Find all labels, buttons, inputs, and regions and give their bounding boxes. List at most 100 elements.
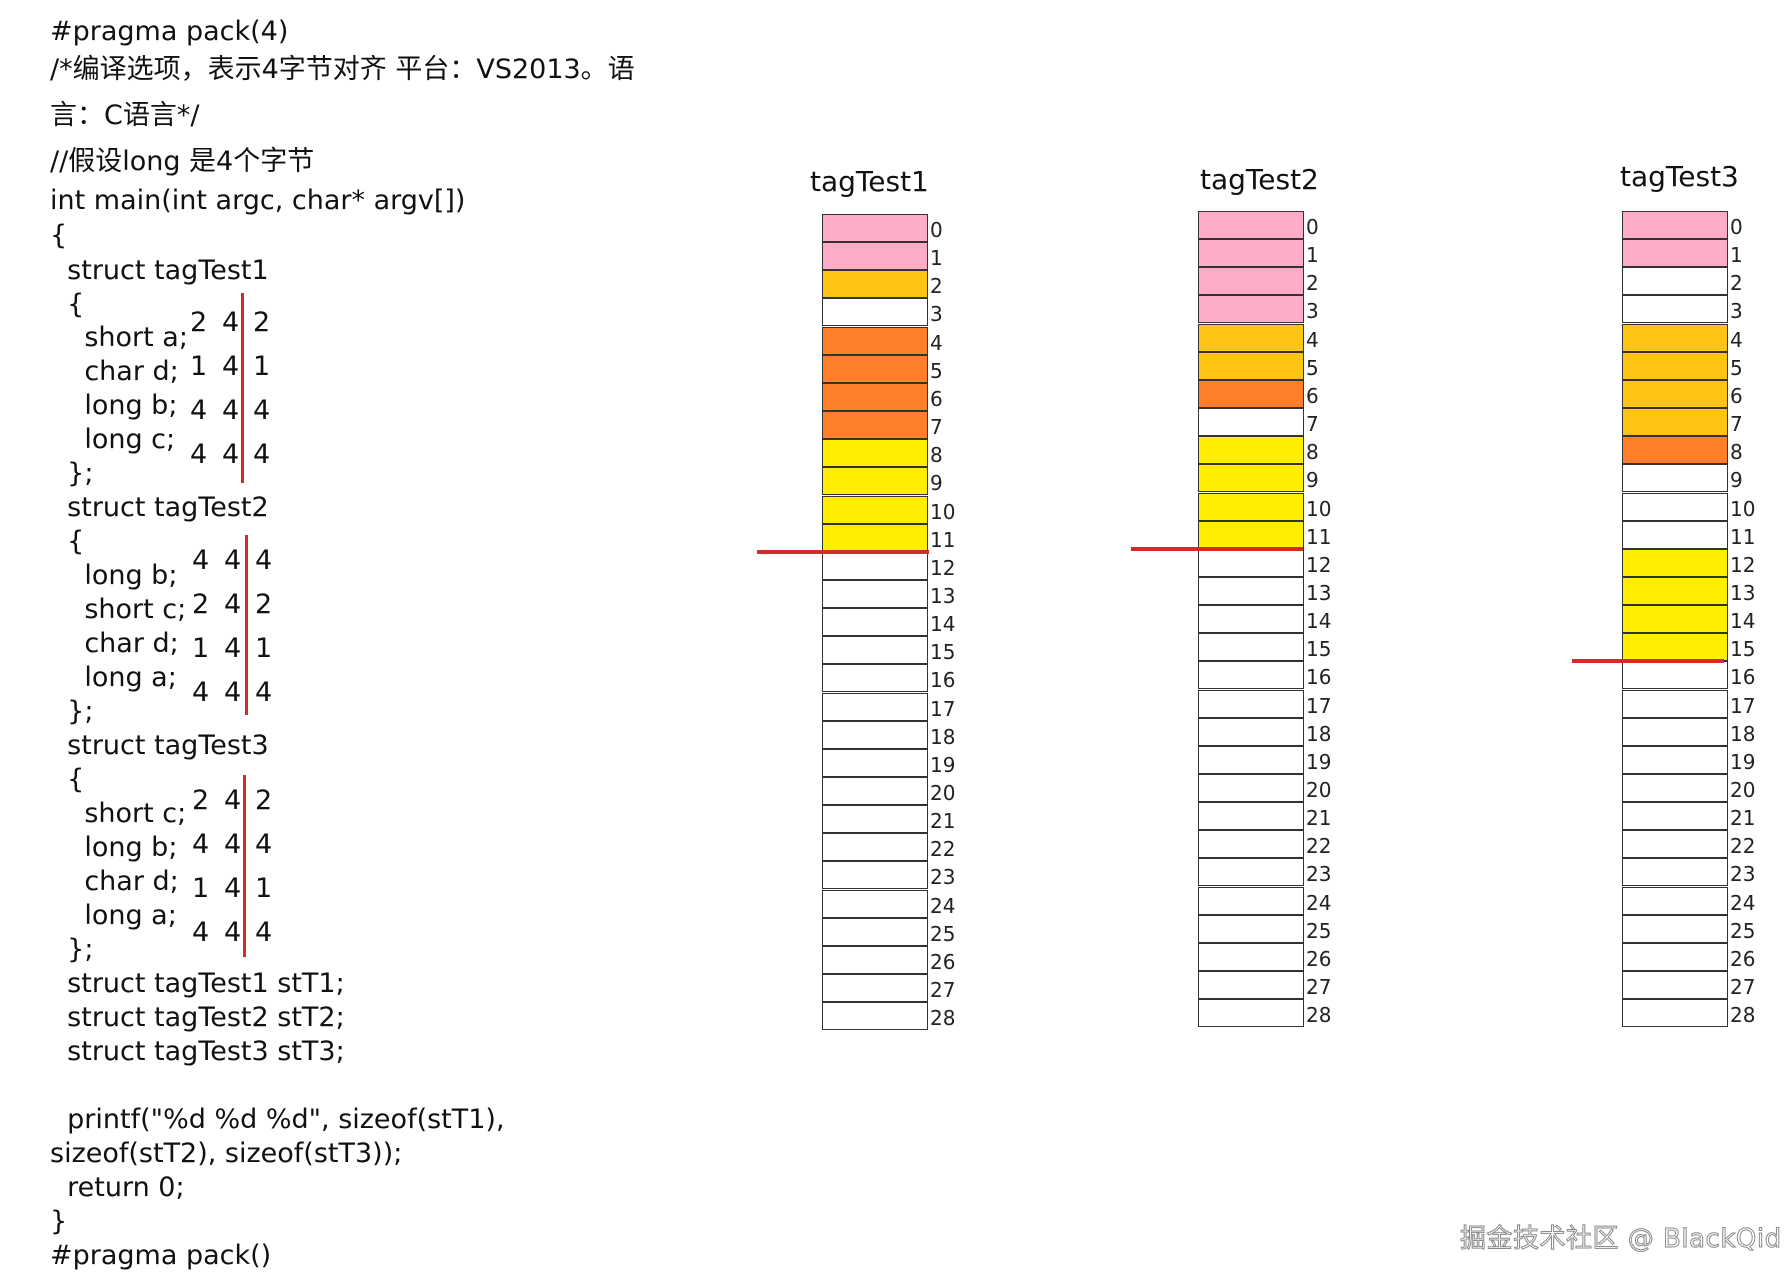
memory-byte-cell (1198, 492, 1304, 521)
size-annotation: 4 (224, 829, 242, 860)
byte-offset-label: 18 (1306, 721, 1332, 746)
memory-byte-cell (822, 214, 928, 242)
memory-byte-cell (822, 636, 928, 665)
memory-byte-cell (822, 579, 928, 608)
memory-byte-cell (1622, 914, 1728, 943)
memory-byte-cell (822, 777, 928, 805)
size-annotation: 2 (190, 307, 208, 338)
memory-byte-cell (1622, 745, 1728, 774)
size-annotation: 1 (255, 633, 273, 664)
memory-byte-cell (822, 608, 928, 637)
byte-offset-label: 16 (1730, 665, 1756, 690)
code-line: long b; (50, 390, 178, 421)
byte-offset-label: 0 (1730, 215, 1743, 239)
size-annotation: 4 (224, 917, 242, 948)
memory-byte-cell (1198, 858, 1304, 887)
byte-offset-label: 16 (1306, 665, 1332, 690)
byte-offset-label: 4 (930, 330, 943, 355)
code-line: 言：C语言*/ (50, 100, 200, 131)
byte-offset-label: 12 (1730, 552, 1756, 577)
size-annotation: 2 (192, 785, 210, 816)
byte-offset-label: 23 (930, 865, 956, 890)
byte-offset-label: 14 (930, 612, 956, 637)
byte-offset-label: 12 (1306, 552, 1332, 577)
byte-offset-label: 3 (930, 302, 943, 327)
memory-byte-cell (822, 861, 928, 890)
byte-offset-label: 19 (930, 752, 956, 777)
byte-offset-label: 10 (1730, 496, 1756, 521)
byte-offset-label: 4 (1306, 327, 1319, 352)
code-line: { (50, 526, 85, 557)
size-annotation: 4 (255, 829, 273, 860)
byte-offset-label: 1 (1730, 243, 1743, 268)
byte-offset-label: 9 (1730, 468, 1743, 493)
code-line: }; (50, 934, 94, 965)
code-line: char d; (50, 356, 179, 387)
memory-byte-cell (822, 298, 928, 327)
byte-offset-label: 12 (930, 555, 956, 580)
byte-offset-label: 26 (1730, 946, 1756, 971)
byte-offset-label: 21 (1306, 806, 1332, 831)
byte-offset-label: 20 (930, 781, 956, 805)
size-annotation: 2 (253, 307, 271, 338)
byte-offset-label: 24 (1306, 890, 1332, 915)
memory-byte-cell (1198, 295, 1304, 324)
byte-offset-label: 28 (1730, 1003, 1756, 1028)
byte-offset-label: 13 (1730, 580, 1756, 605)
code-line: struct tagTest1 (50, 255, 269, 286)
byte-offset-label: 2 (930, 274, 943, 299)
memory-byte-cell (1198, 548, 1304, 577)
memory-byte-cell (1198, 942, 1304, 971)
byte-offset-label: 21 (930, 809, 956, 834)
byte-offset-label: 9 (930, 471, 943, 496)
memory-byte-cell (1198, 267, 1304, 296)
byte-offset-label: 10 (1306, 496, 1332, 521)
code-line: struct tagTest1 stT1; (50, 968, 345, 999)
size-annotation: 4 (224, 677, 242, 708)
code-line: short a; (50, 322, 188, 353)
byte-offset-label: 24 (1730, 890, 1756, 915)
size-annotation: 4 (253, 395, 271, 426)
byte-offset-label: 6 (1730, 383, 1743, 408)
byte-offset-label: 27 (1306, 975, 1332, 1000)
byte-offset-label: 19 (1730, 749, 1756, 774)
byte-offset-label: 18 (1730, 721, 1756, 746)
code-line: printf("%d %d %d", sizeof(stT1), (50, 1104, 505, 1135)
code-line: long c; (50, 424, 176, 455)
byte-offset-label: 17 (1730, 693, 1756, 718)
memory-byte-cell (1198, 379, 1304, 408)
code-line: char d; (50, 628, 179, 659)
byte-offset-label: 7 (930, 415, 943, 440)
code-line: }; (50, 458, 94, 489)
code-line: { (50, 764, 85, 795)
memory-byte-cell (1198, 717, 1304, 746)
memory-byte-cell (822, 917, 928, 946)
code-line: short c; (50, 594, 187, 625)
size-annotation: 4 (190, 395, 208, 426)
memory-byte-cell (822, 720, 928, 749)
code-line: char d; (50, 866, 179, 897)
memory-byte-cell (1198, 886, 1304, 915)
size-annotation: 2 (255, 589, 273, 620)
code-line: { (50, 220, 68, 251)
byte-offset-label: 25 (1730, 918, 1756, 943)
byte-offset-label: 14 (1730, 609, 1756, 634)
memory-byte-cell (1198, 408, 1304, 437)
annotation-divider-line (243, 775, 246, 957)
byte-offset-label: 20 (1306, 778, 1332, 802)
byte-offset-label: 22 (1306, 834, 1332, 859)
memory-byte-cell (1198, 633, 1304, 662)
code-line: int main(int argc, char* argv[]) (50, 185, 466, 216)
size-annotation: 4 (253, 439, 271, 470)
memory-byte-cell (822, 382, 928, 411)
byte-offset-label: 26 (930, 949, 956, 974)
size-annotation: 4 (222, 439, 240, 470)
size-annotation: 1 (192, 873, 210, 904)
code-line: long a; (50, 900, 177, 931)
byte-offset-label: 22 (1730, 834, 1756, 859)
size-annotation: 4 (222, 307, 240, 338)
code-line: #pragma pack(4) (50, 16, 289, 47)
memory-byte-cell (822, 664, 928, 693)
memory-byte-cell (1198, 914, 1304, 943)
memory-byte-cell (822, 889, 928, 918)
